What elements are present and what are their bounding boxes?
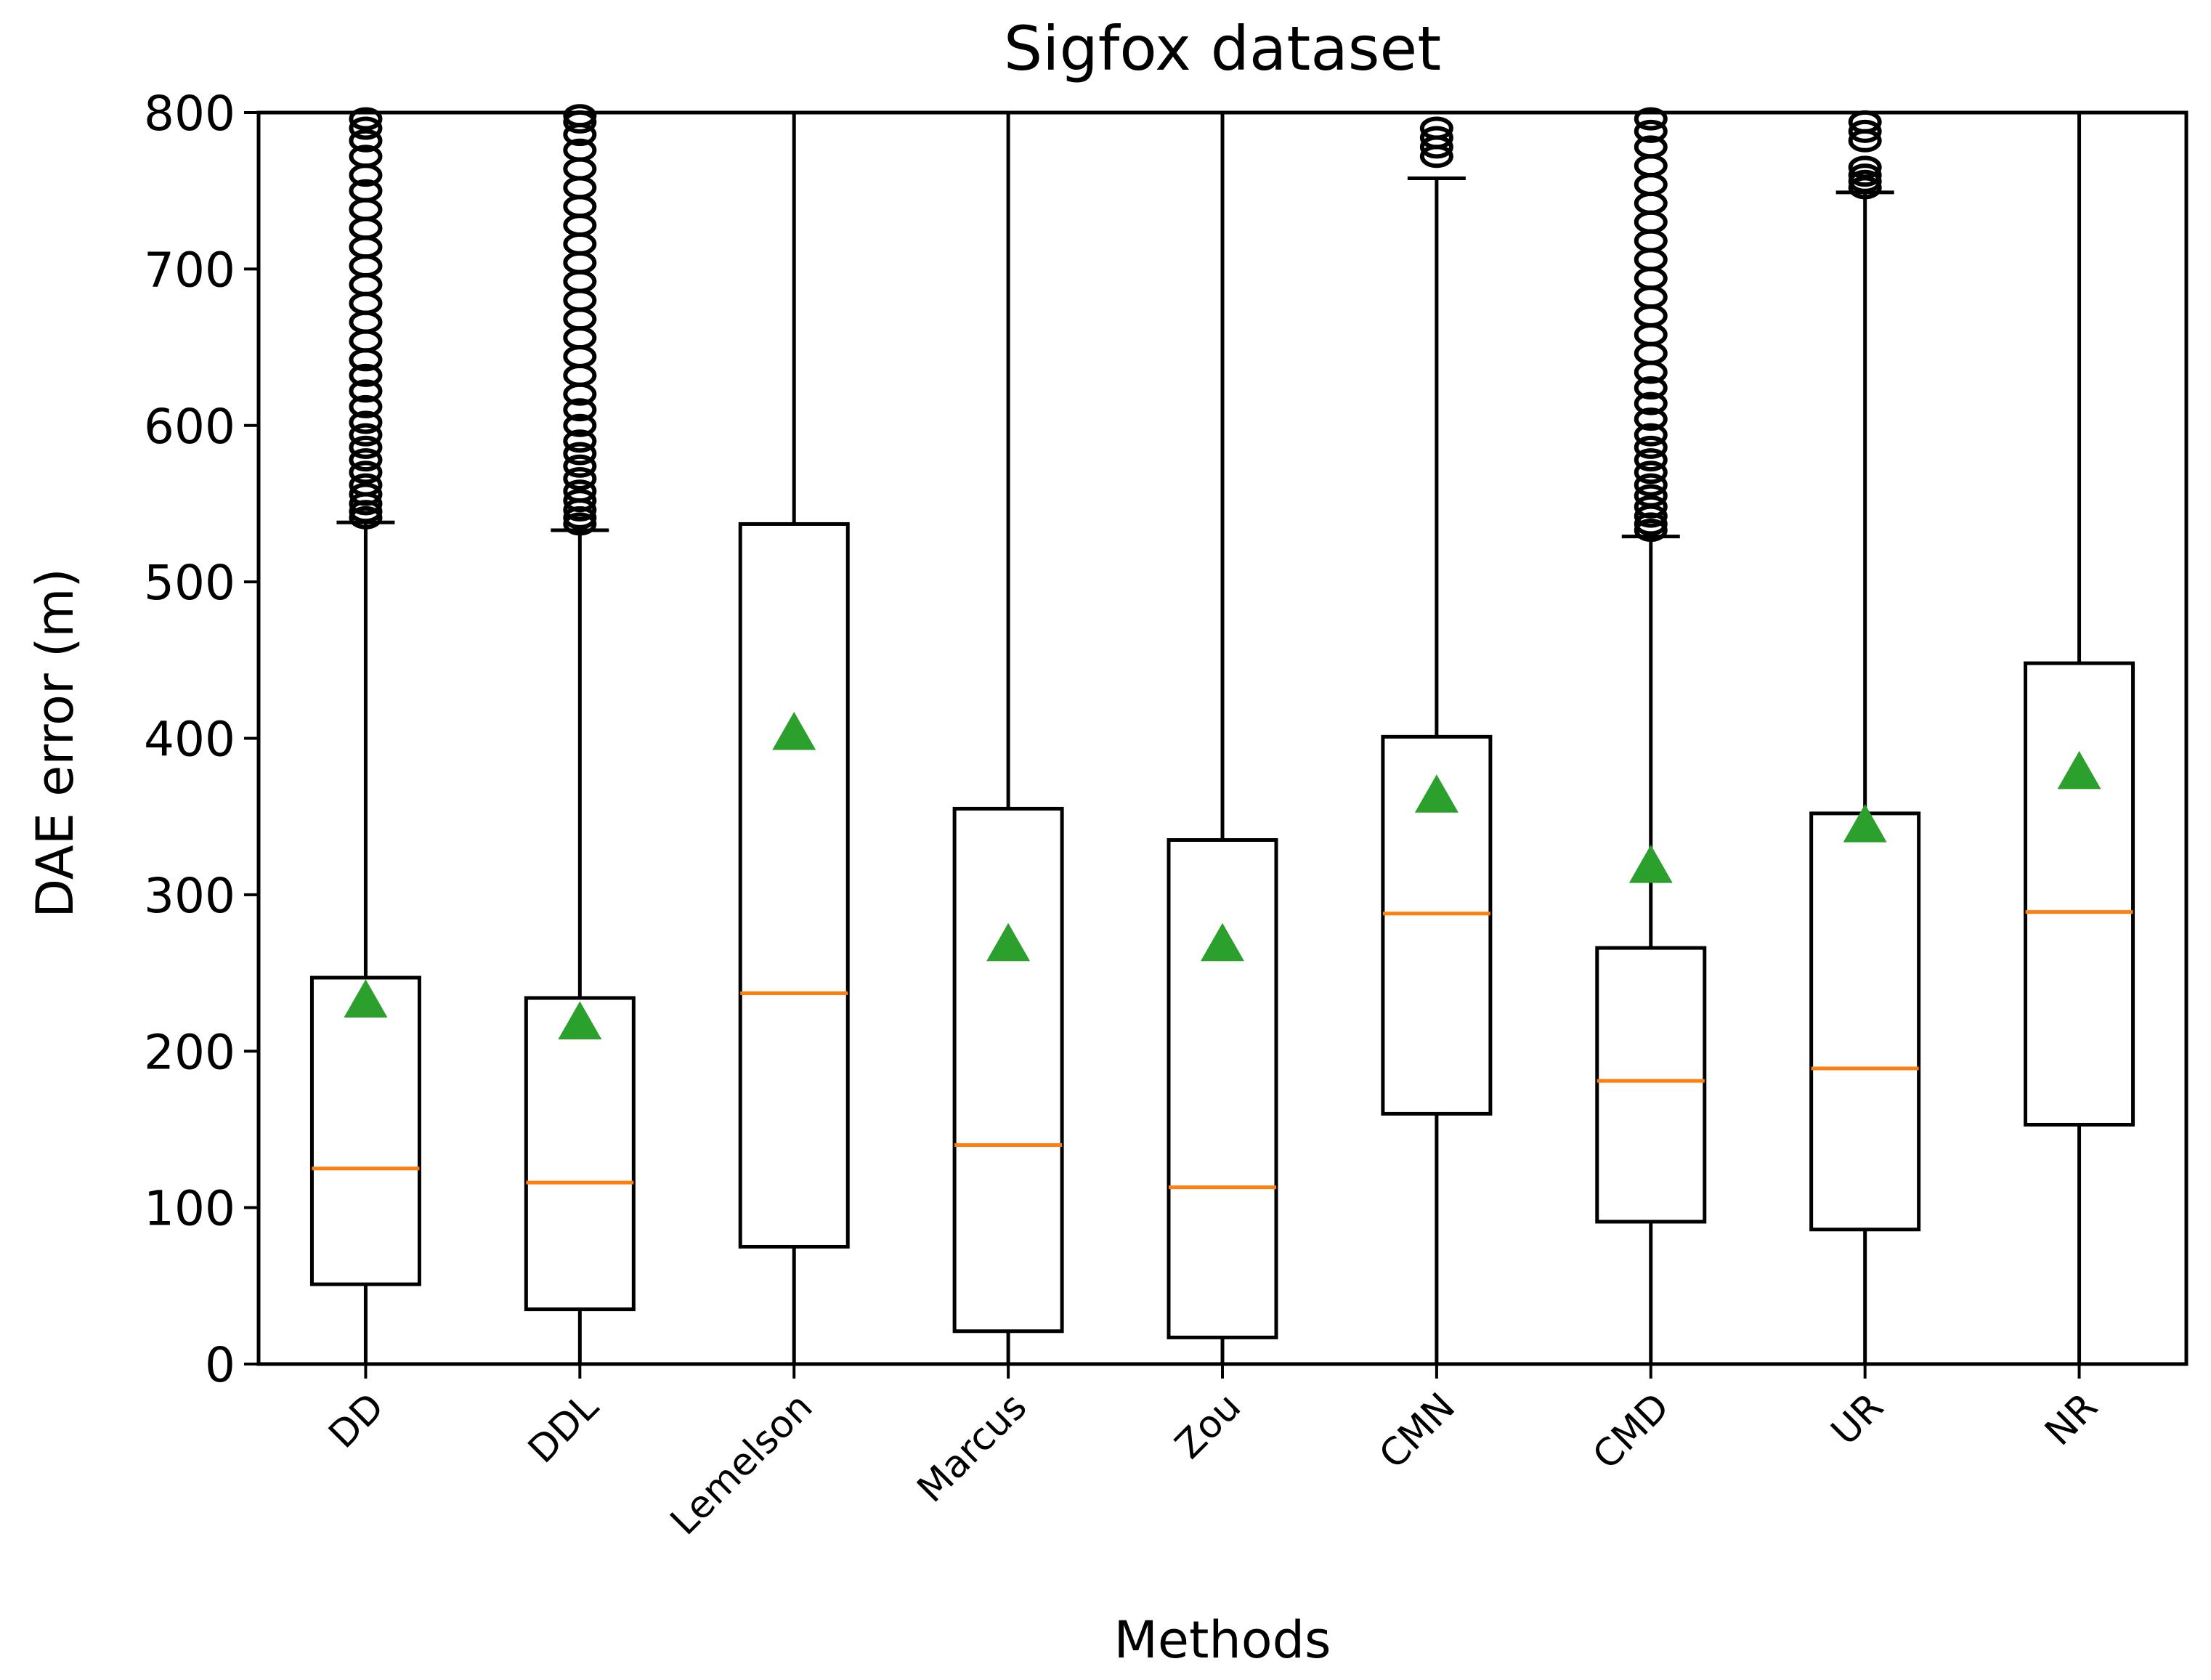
box-group-cmd bbox=[1595, 107, 1707, 1366]
outlier-point bbox=[1634, 435, 1668, 459]
outlier-point bbox=[1634, 519, 1668, 543]
outlier-point bbox=[349, 129, 383, 153]
outlier-point bbox=[563, 429, 597, 453]
iqr-box bbox=[952, 806, 1064, 1334]
x-axis-label: Methods bbox=[1113, 1610, 1331, 1670]
iqr-box bbox=[309, 975, 421, 1286]
outlier-point bbox=[563, 442, 597, 466]
outlier-point bbox=[1634, 473, 1668, 497]
box-group-ddl bbox=[524, 104, 636, 1366]
outlier-point bbox=[1634, 391, 1668, 415]
outlier-point bbox=[563, 479, 597, 503]
outlier-point bbox=[1634, 119, 1668, 143]
outlier-point bbox=[1634, 460, 1668, 484]
outlier-point bbox=[1634, 376, 1668, 400]
iqr-box bbox=[1167, 837, 1278, 1339]
y-tick-label: 800 bbox=[144, 86, 235, 142]
outlier-point bbox=[1634, 135, 1668, 159]
y-tick-label: 700 bbox=[144, 242, 235, 298]
outlier-point bbox=[349, 116, 383, 140]
outlier-point bbox=[1634, 495, 1668, 519]
mean-marker bbox=[1414, 774, 1459, 813]
outlier-point bbox=[1634, 448, 1668, 472]
outlier-point bbox=[349, 460, 383, 484]
outlier-point bbox=[1848, 155, 1882, 179]
iqr-box bbox=[1595, 946, 1707, 1224]
mean-marker bbox=[2057, 750, 2101, 790]
outlier-point bbox=[349, 423, 383, 447]
outlier-point bbox=[1634, 423, 1668, 447]
outlier-point bbox=[349, 506, 383, 529]
outlier-point bbox=[563, 466, 597, 490]
chart-title: Sigfox dataset bbox=[1004, 13, 1441, 84]
outlier-point bbox=[563, 489, 597, 513]
outlier-point bbox=[1848, 169, 1882, 193]
iqr-box bbox=[1381, 734, 1493, 1116]
outlier-point bbox=[563, 454, 597, 478]
outlier-point bbox=[1419, 116, 1453, 140]
mean-marker bbox=[772, 712, 816, 750]
outlier-point bbox=[349, 145, 383, 169]
y-axis-label: DAE error (m) bbox=[25, 568, 85, 918]
iqr-box bbox=[738, 522, 850, 1249]
outlier-point bbox=[1634, 407, 1668, 431]
outlier-point bbox=[1848, 163, 1882, 187]
outlier-point bbox=[563, 512, 597, 536]
outlier-point bbox=[563, 413, 597, 437]
mean-marker bbox=[558, 1001, 602, 1039]
outlier-point bbox=[349, 379, 383, 403]
iqr-box bbox=[2024, 661, 2135, 1127]
axes-frame bbox=[256, 110, 2188, 1366]
outlier-point bbox=[349, 448, 383, 472]
y-tick-label: 300 bbox=[144, 868, 235, 924]
box-group-ur bbox=[1809, 110, 1921, 1366]
outlier-point bbox=[349, 410, 383, 434]
box-group-dd bbox=[309, 107, 421, 1366]
mean-marker bbox=[344, 979, 388, 1018]
outlier-point bbox=[1419, 126, 1453, 150]
outlier-point bbox=[1634, 484, 1668, 508]
outlier-point bbox=[563, 138, 597, 162]
outlier-point bbox=[349, 107, 383, 131]
mean-marker bbox=[1843, 804, 1887, 843]
outlier-point bbox=[349, 363, 383, 387]
outlier-point bbox=[1848, 119, 1882, 143]
mean-marker bbox=[1201, 922, 1244, 962]
iqr-box bbox=[524, 996, 636, 1312]
mean-marker bbox=[1628, 845, 1673, 883]
y-tick-label: 100 bbox=[144, 1181, 235, 1237]
outlier-point bbox=[349, 435, 383, 459]
outlier-point bbox=[349, 179, 383, 203]
outlier-point bbox=[349, 482, 383, 506]
y-tick-label: 500 bbox=[144, 555, 235, 611]
outlier-point bbox=[563, 104, 597, 128]
outlier-point bbox=[349, 394, 383, 418]
box-group-marcus bbox=[952, 110, 1064, 1366]
y-tick-label: 0 bbox=[205, 1337, 235, 1393]
outlier-point bbox=[563, 398, 597, 422]
y-tick-label: 600 bbox=[144, 399, 235, 455]
y-tick-label: 200 bbox=[144, 1024, 235, 1080]
mean-marker bbox=[986, 922, 1031, 962]
y-tick-label: 400 bbox=[144, 712, 235, 768]
outlier-point bbox=[1634, 107, 1668, 131]
outlier-point bbox=[349, 473, 383, 497]
